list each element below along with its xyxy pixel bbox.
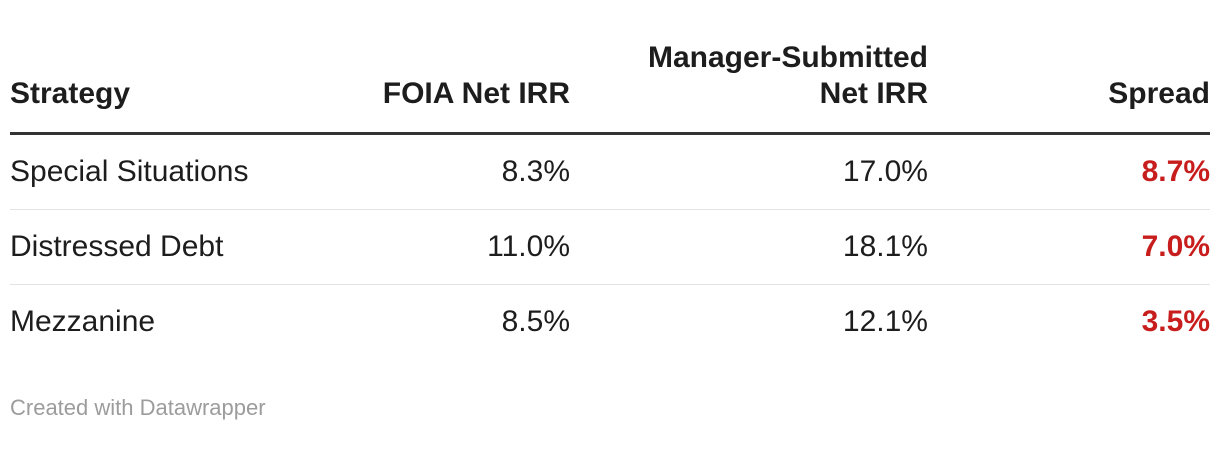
cell-foia-net-irr: 11.0% [270, 209, 570, 285]
irr-comparison-table: Strategy FOIA Net IRR Manager-Submitted … [10, 40, 1210, 359]
column-header-spread: Spread [928, 40, 1210, 135]
cell-spread: 3.5% [1141, 305, 1210, 338]
column-header-strategy: Strategy [10, 40, 270, 135]
header-line-1: Manager-Submitted [647, 41, 928, 74]
table-body: Special Situations 8.3% 17.0% 8.7% Distr… [10, 133, 1210, 360]
cell-foia-net-irr: 8.5% [501, 305, 570, 338]
cell-spread: 8.7% [928, 133, 1210, 210]
cell-strategy: Distressed Debt [10, 209, 270, 285]
cell-spread: 7.0% [928, 209, 1210, 285]
cell-manager-net-irr: 17.0% [570, 133, 928, 210]
header-line-2: Net IRR [819, 77, 928, 110]
cell-strategy: Mezzanine [10, 305, 156, 338]
cell-strategy: Special Situations [10, 133, 270, 210]
column-header-manager-submitted-net-irr: Manager-Submitted Net IRR [570, 40, 928, 135]
cell-manager-net-irr: 12.1% [842, 305, 928, 338]
datawrapper-attribution: Created with Datawrapper [10, 395, 266, 420]
table-row: Mezzanine 8.5% 12.1% 3.5% [10, 285, 1210, 360]
table-header: Strategy FOIA Net IRR Manager-Submitted … [10, 40, 1210, 135]
column-header-foia-net-irr: FOIA Net IRR [270, 40, 570, 135]
cell-foia-net-irr: 8.3% [270, 133, 570, 210]
table-row: Special Situations 8.3% 17.0% 8.7% [10, 133, 1210, 210]
chart-container: Strategy FOIA Net IRR Manager-Submitted … [0, 40, 1220, 421]
table-row: Distressed Debt 11.0% 18.1% 7.0% [10, 209, 1210, 285]
cell-manager-net-irr: 18.1% [570, 209, 928, 285]
header-row: Strategy FOIA Net IRR Manager-Submitted … [10, 40, 1210, 135]
